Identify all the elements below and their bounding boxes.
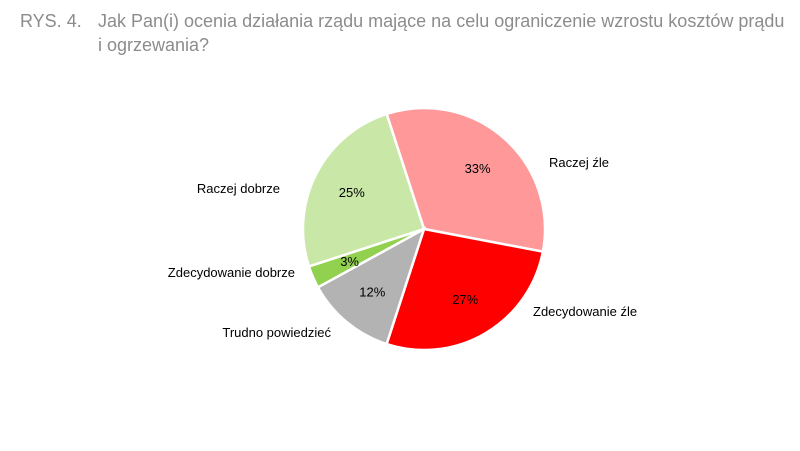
figure-label: RYS. 4. bbox=[20, 11, 82, 31]
pie-category-label-raczej-zle: Raczej źle bbox=[549, 155, 609, 170]
pie-value-label-zdecydowanie-zle: 27% bbox=[452, 292, 478, 307]
pie-slice-zdecydowanie-zle bbox=[385, 227, 545, 352]
pie-category-labels: Raczej źle Zdecydowanie źle Trudno powiedz… bbox=[168, 155, 637, 340]
pie-slice-raczej-dobrze bbox=[301, 112, 426, 268]
pie-category-label-zdecydowanie-zle: Zdecydowanie źle bbox=[533, 304, 637, 319]
pie-category-label-trudno-powiedziec: Trudno powiedzieć bbox=[222, 325, 331, 340]
pie-slice-raczej-zle bbox=[385, 106, 547, 254]
pie-value-label-zdecydowanie-dobrze: 3% bbox=[340, 254, 359, 269]
pie-percent-labels: 33% 27% 12% 3% 25% bbox=[339, 161, 491, 307]
figure-title: Jak Pan(i) ocenia działania rządu mające… bbox=[98, 11, 785, 55]
pie-value-label-raczej-zle: 33% bbox=[465, 161, 491, 176]
pie-slice-trudno-powiedziec bbox=[316, 226, 427, 346]
pie-category-label-zdecydowanie-dobrze: Zdecydowanie dobrze bbox=[168, 265, 295, 280]
pie-category-label-raczej-dobrze: Raczej dobrze bbox=[197, 181, 280, 196]
pie-value-label-trudno-powiedziec: 12% bbox=[359, 285, 385, 300]
pie-slices bbox=[301, 106, 547, 352]
figure-header: RYS. 4. Jak Pan(i) ocenia działania rząd… bbox=[20, 9, 790, 57]
pie-value-label-raczej-dobrze: 25% bbox=[339, 185, 365, 200]
